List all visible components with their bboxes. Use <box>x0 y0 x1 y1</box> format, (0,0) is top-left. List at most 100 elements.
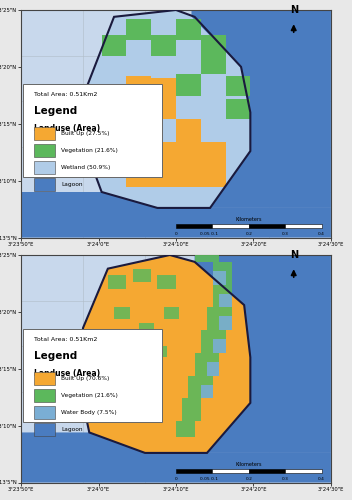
Bar <box>151 346 167 358</box>
Bar <box>126 19 151 40</box>
Text: 0.3: 0.3 <box>282 232 289 236</box>
Polygon shape <box>191 10 331 208</box>
Bar <box>176 74 201 96</box>
Polygon shape <box>21 192 331 238</box>
Bar <box>133 268 151 282</box>
Text: Vegetation (21.6%): Vegetation (21.6%) <box>61 148 118 153</box>
Bar <box>249 469 285 474</box>
Text: 0.3: 0.3 <box>282 477 289 481</box>
Text: Vegetation (21.6%): Vegetation (21.6%) <box>61 393 118 398</box>
Text: Legend: Legend <box>33 106 77 116</box>
Text: 0: 0 <box>175 477 177 481</box>
Bar <box>176 142 201 165</box>
Bar <box>213 271 226 284</box>
Text: 0.05 0.1: 0.05 0.1 <box>200 232 218 236</box>
Bar <box>188 376 213 398</box>
Bar <box>139 324 154 334</box>
Bar <box>207 308 232 330</box>
Text: Lagoon: Lagoon <box>61 427 83 432</box>
Bar <box>201 56 226 74</box>
Bar <box>176 224 212 228</box>
Text: Built Up (27.5%): Built Up (27.5%) <box>61 131 110 136</box>
FancyBboxPatch shape <box>23 329 162 422</box>
Text: Lagoon: Lagoon <box>61 182 83 187</box>
Bar <box>102 96 126 119</box>
Text: 0.2: 0.2 <box>245 477 252 481</box>
Bar <box>182 398 201 421</box>
Bar <box>176 19 201 40</box>
Text: Kilometers: Kilometers <box>235 462 262 466</box>
Bar <box>212 469 249 474</box>
Bar <box>102 119 126 142</box>
Bar <box>114 308 130 318</box>
Bar <box>157 276 176 289</box>
Bar <box>201 35 226 56</box>
Bar <box>33 144 55 156</box>
Bar <box>126 119 151 142</box>
Bar <box>195 353 219 376</box>
Text: 0.05 0.1: 0.05 0.1 <box>200 477 218 481</box>
Bar <box>151 35 176 56</box>
Polygon shape <box>195 255 331 453</box>
Text: N: N <box>290 4 298 15</box>
Text: Landuse (Area): Landuse (Area) <box>33 369 100 378</box>
Polygon shape <box>77 255 250 453</box>
Bar <box>151 78 176 96</box>
Bar <box>201 164 226 188</box>
Bar <box>285 224 322 228</box>
Bar <box>176 164 201 188</box>
Text: N: N <box>290 250 298 260</box>
Bar <box>164 308 179 318</box>
Bar <box>126 76 151 96</box>
Bar <box>219 294 232 308</box>
Bar <box>33 424 55 436</box>
Text: 0.2: 0.2 <box>245 232 252 236</box>
Text: Total Area: 0.51Km2: Total Area: 0.51Km2 <box>33 337 97 342</box>
Bar <box>212 224 249 228</box>
Bar <box>33 178 55 191</box>
Polygon shape <box>21 432 331 482</box>
Bar <box>219 316 232 330</box>
Bar <box>226 98 250 119</box>
Bar <box>33 372 55 384</box>
FancyBboxPatch shape <box>23 84 162 177</box>
Text: Built Up (70.6%): Built Up (70.6%) <box>61 376 110 381</box>
Bar <box>151 142 176 165</box>
Bar <box>195 255 219 262</box>
Bar <box>145 380 161 392</box>
Bar <box>201 330 226 353</box>
Bar <box>201 384 213 398</box>
Bar <box>285 469 322 474</box>
Bar <box>151 96 176 119</box>
Bar <box>249 224 285 228</box>
Polygon shape <box>83 10 250 208</box>
Bar <box>126 164 151 188</box>
Bar <box>201 142 226 165</box>
Text: Wetland (50.9%): Wetland (50.9%) <box>61 165 111 170</box>
Text: Legend: Legend <box>33 350 77 360</box>
Bar <box>226 76 250 96</box>
Text: Kilometers: Kilometers <box>235 216 262 222</box>
Bar <box>176 421 195 437</box>
Bar <box>108 276 126 289</box>
Text: 0: 0 <box>175 232 177 236</box>
Bar <box>213 339 226 353</box>
Bar <box>108 392 123 403</box>
Bar <box>213 262 232 284</box>
Bar <box>213 284 232 308</box>
Bar <box>33 389 55 402</box>
Bar <box>102 346 117 358</box>
Text: 0.4: 0.4 <box>318 477 325 481</box>
Text: Landuse (Area): Landuse (Area) <box>33 124 100 132</box>
Bar <box>176 119 201 142</box>
Bar <box>120 362 136 374</box>
Text: Total Area: 0.51Km2: Total Area: 0.51Km2 <box>33 92 97 97</box>
Bar <box>33 406 55 419</box>
Bar <box>176 469 212 474</box>
Bar <box>102 35 126 56</box>
Bar <box>151 164 176 188</box>
Bar <box>33 127 55 140</box>
Text: 0.4: 0.4 <box>318 232 325 236</box>
Text: Water Body (7.5%): Water Body (7.5%) <box>61 410 117 415</box>
Bar <box>33 162 55 174</box>
